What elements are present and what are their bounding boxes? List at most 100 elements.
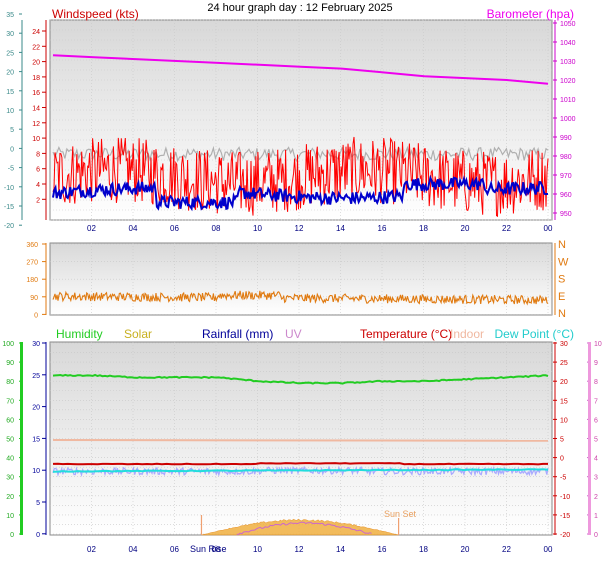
direction-tick-label: 360: [26, 242, 38, 249]
uv-tick-label: 3: [594, 475, 598, 482]
humidity-tick-label: 10: [6, 513, 14, 520]
x-tick-label: 10: [253, 545, 262, 554]
sun-rise-label: Sun Rise: [190, 544, 227, 554]
rainfall-tick-label: 15: [32, 436, 40, 443]
compass-label: S: [558, 274, 565, 286]
uv-tick-label: 4: [594, 456, 598, 463]
humidity-tick-label: 0: [10, 532, 14, 539]
temperature-tick-label: 25: [560, 360, 568, 367]
humidity-tick-label: 60: [6, 417, 14, 424]
panel1-series: [52, 54, 549, 218]
baro-tick-label: 960: [560, 192, 572, 199]
humidity-tick-label: 70: [6, 398, 14, 405]
x-tick-label: 06: [170, 545, 179, 554]
wind-tick-label: 16: [32, 90, 40, 97]
far-left-tick-label: 25: [6, 50, 14, 57]
uv-series: [236, 521, 372, 535]
uv-tick-label: 5: [594, 437, 598, 444]
panel2-grid: [50, 243, 552, 315]
baro-tick-label: 970: [560, 173, 572, 180]
temperature-series: [52, 462, 548, 466]
x-tick-label: 14: [336, 545, 345, 554]
compass-label: N: [558, 239, 566, 251]
wind-tick-label: 2: [36, 197, 40, 204]
x-tick-label: 04: [129, 224, 138, 233]
far-left-tick-label: 20: [6, 70, 14, 77]
x-tick-label: 02: [87, 224, 96, 233]
uv-tick-label: 1: [594, 513, 598, 520]
rainfall-tick-label: 5: [36, 500, 40, 507]
rainfall-tick-label: 10: [32, 468, 40, 475]
x-tick-label: 18: [419, 224, 428, 233]
direction-tick-label: 90: [30, 295, 38, 302]
wind-tick-label: 4: [36, 182, 40, 189]
rainfall-tick-label: 0: [36, 532, 40, 539]
wind-tick-label: 12: [32, 121, 40, 128]
dewpoint-label: Dew Point (°C): [495, 327, 574, 341]
far-left-tick-label: 0: [10, 146, 14, 153]
uv-tick-label: 9: [594, 360, 598, 367]
far-left-tick-label: 35: [6, 12, 14, 19]
baro-tick-label: 1000: [560, 116, 576, 123]
wind-tick-label: 24: [32, 29, 40, 36]
solar-label: Solar: [124, 327, 152, 341]
panel3-grid: [50, 342, 552, 535]
humidity-tick-label: 20: [6, 494, 14, 501]
baro-tick-label: 990: [560, 135, 572, 142]
temperature-label: Temperature (°C): [360, 327, 452, 341]
panel3-background: [49, 341, 553, 536]
x-tick-label: 10: [253, 224, 262, 233]
uv-tick-label: 7: [594, 398, 598, 405]
far-left-tick-label: -5: [8, 166, 14, 173]
humidity-tick-label: 30: [6, 475, 14, 482]
baro-tick-label: 1020: [560, 78, 576, 85]
uv-tick-label: 2: [594, 494, 598, 501]
uv-axis: [588, 342, 591, 535]
direction-tick-label: 0: [34, 312, 38, 319]
wind-direction-series: [52, 290, 549, 306]
x-tick-label: 02: [87, 545, 96, 554]
humidity-tick-label: 50: [6, 437, 14, 444]
uv-tick-label: 0: [594, 532, 598, 539]
humidity-tick-label: 80: [6, 379, 14, 386]
far-left-tick-label: -20: [4, 223, 14, 230]
temperature-tick-label: 10: [560, 417, 568, 424]
uv-tick-label: 6: [594, 417, 598, 424]
x-tick-label: 20: [461, 545, 470, 554]
x-tick-label: 08: [212, 545, 221, 554]
baro-tick-label: 1010: [560, 97, 576, 104]
temperature-tick-label: 20: [560, 379, 568, 386]
direction-tick-label: 270: [26, 260, 38, 267]
temperature-tick-label: -5: [560, 475, 566, 482]
wind-tick-label: 18: [32, 75, 40, 82]
sun-set-label: Sun Set: [384, 509, 417, 519]
uv-label: UV: [285, 327, 302, 341]
far-left-tick-label: -10: [4, 185, 14, 192]
x-tick-label: 16: [378, 545, 387, 554]
humidity-axis: [20, 342, 23, 535]
direction-tick-label: 180: [26, 277, 38, 284]
baro-tick-label: 1040: [560, 40, 576, 47]
wind-tick-label: 22: [32, 44, 40, 51]
gust-series: [52, 145, 549, 163]
x-tick-label: 16: [378, 224, 387, 233]
wind-tick-label: 20: [32, 60, 40, 67]
x-tick-label: 12: [295, 224, 304, 233]
panel3-series: [52, 373, 549, 536]
windspeed-avg-series: [52, 174, 549, 212]
humidity-tick-label: 40: [6, 456, 14, 463]
temperature-tick-label: -15: [560, 513, 570, 520]
humidity-label: Humidity: [56, 327, 103, 341]
rainfall-label: Rainfall (mm): [202, 327, 273, 341]
x-tick-label: 04: [129, 545, 138, 554]
indoor-series: [52, 439, 549, 442]
dewpoint-series: [52, 468, 549, 473]
x-tick-label: 20: [461, 224, 470, 233]
far-left-tick-label: 5: [10, 127, 14, 134]
baro-tick-label: 980: [560, 154, 572, 161]
far-left-tick-label: 30: [6, 31, 14, 38]
barometer-label: Barometer (hpa): [487, 7, 574, 21]
wind-tick-label: 6: [36, 167, 40, 174]
